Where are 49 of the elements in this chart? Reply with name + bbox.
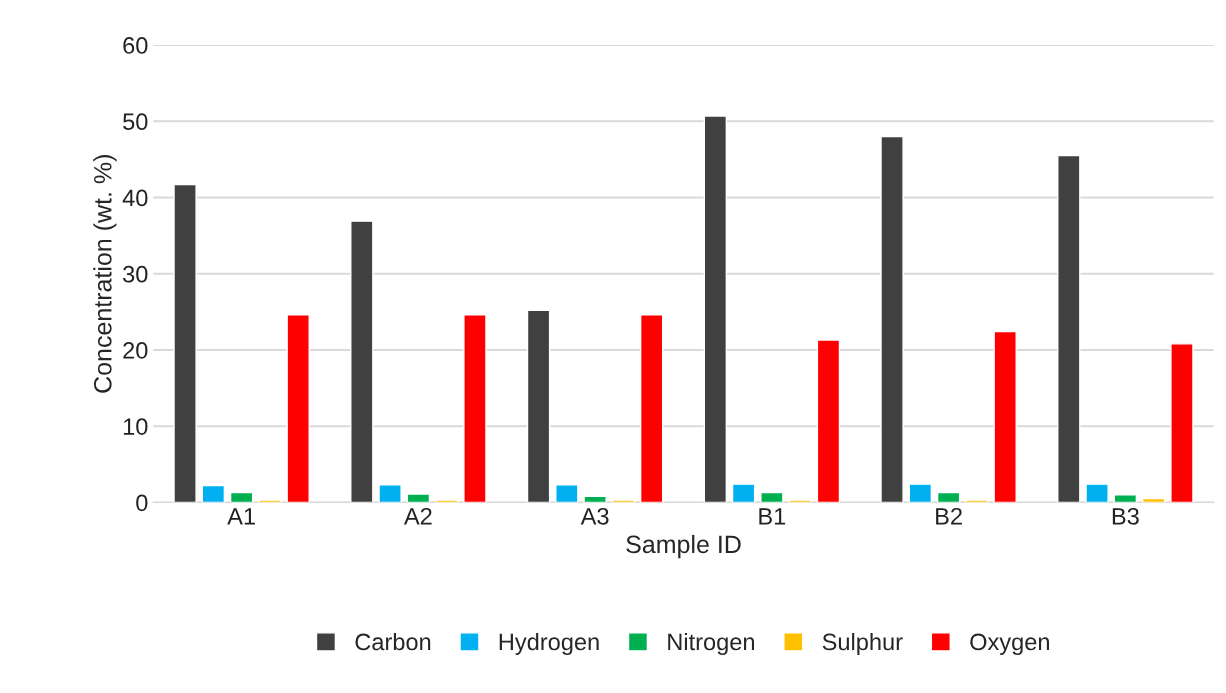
legend-label: Oxygen bbox=[970, 633, 1049, 655]
bar bbox=[1057, 154, 1081, 503]
bar bbox=[639, 314, 664, 503]
x-tick-label: B3 bbox=[1112, 507, 1139, 525]
x-tick-label: B2 bbox=[936, 507, 962, 525]
bar bbox=[1085, 483, 1109, 503]
bar bbox=[555, 484, 579, 503]
y-axis-title: Concentration (wt. %) bbox=[93, 155, 117, 393]
legend-label: Hydrogen bbox=[499, 632, 599, 655]
y-tick-label: 50 bbox=[123, 113, 148, 131]
bar bbox=[258, 499, 282, 503]
bar bbox=[583, 495, 607, 503]
bar bbox=[993, 330, 1017, 503]
legend-label: Carbon bbox=[355, 632, 431, 651]
x-tick-label: A1 bbox=[227, 508, 255, 525]
bar bbox=[611, 499, 636, 503]
bar bbox=[816, 339, 841, 503]
bar bbox=[201, 484, 226, 503]
bar bbox=[760, 491, 784, 503]
bar bbox=[703, 115, 728, 503]
y-tick-label: 30 bbox=[123, 265, 148, 283]
x-tick-label: A3 bbox=[580, 507, 609, 525]
y-tick-label: 0 bbox=[136, 494, 148, 512]
bar bbox=[936, 491, 961, 503]
x-tick-label: B1 bbox=[759, 508, 786, 525]
bar bbox=[1113, 494, 1138, 503]
y-tick-label: 40 bbox=[122, 189, 148, 207]
x-tick-label: A2 bbox=[403, 507, 432, 525]
bar bbox=[406, 493, 431, 503]
x-axis-title: Sample ID bbox=[626, 534, 741, 559]
y-tick-label: 20 bbox=[123, 342, 148, 359]
bar bbox=[463, 314, 487, 503]
bar bbox=[350, 220, 374, 503]
legend-label: Sulphur bbox=[822, 632, 903, 655]
bar bbox=[434, 499, 459, 503]
y-tick-label: 60 bbox=[123, 37, 148, 54]
bar bbox=[286, 314, 310, 503]
bar bbox=[880, 135, 904, 503]
bar bbox=[908, 483, 933, 503]
bar bbox=[788, 499, 812, 503]
y-tick-label: 10 bbox=[123, 418, 148, 435]
legend-label: Nitrogen bbox=[668, 632, 755, 655]
bar bbox=[173, 183, 197, 503]
bar bbox=[965, 499, 989, 503]
bar bbox=[1170, 343, 1194, 503]
bar bbox=[731, 483, 756, 503]
bar bbox=[378, 484, 402, 503]
bar bbox=[526, 309, 551, 503]
bar bbox=[229, 491, 254, 503]
